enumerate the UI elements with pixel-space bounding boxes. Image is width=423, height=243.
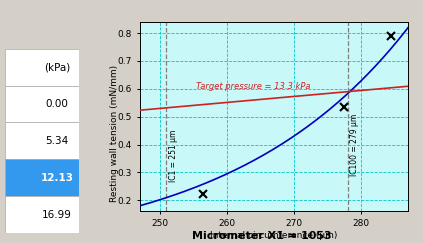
Text: 5.34: 5.34 [45,136,69,146]
Text: 0.00: 0.00 [45,99,69,109]
Text: IC1 = 251 μm: IC1 = 251 μm [169,130,178,182]
X-axis label: Internal circumference (μm): Internal circumference (μm) [210,231,338,240]
Text: Target pressure = 13.3 kPa: Target pressure = 13.3 kPa [197,82,311,91]
Bar [5,122,79,159]
Text: 12.13: 12.13 [40,173,74,183]
Bar [5,49,79,86]
Text: Micrometer X1 = 1053: Micrometer X1 = 1053 [192,231,332,241]
Bar [5,196,79,233]
Text: Resting wall tension (mN/mm): Resting wall tension (mN/mm) [110,65,119,202]
Bar [5,86,79,122]
Bar [5,159,79,196]
Text: IC100 = 279 μm: IC100 = 279 μm [350,113,360,176]
Text: 16.99: 16.99 [42,210,72,220]
Text: (kPa): (kPa) [44,62,70,72]
